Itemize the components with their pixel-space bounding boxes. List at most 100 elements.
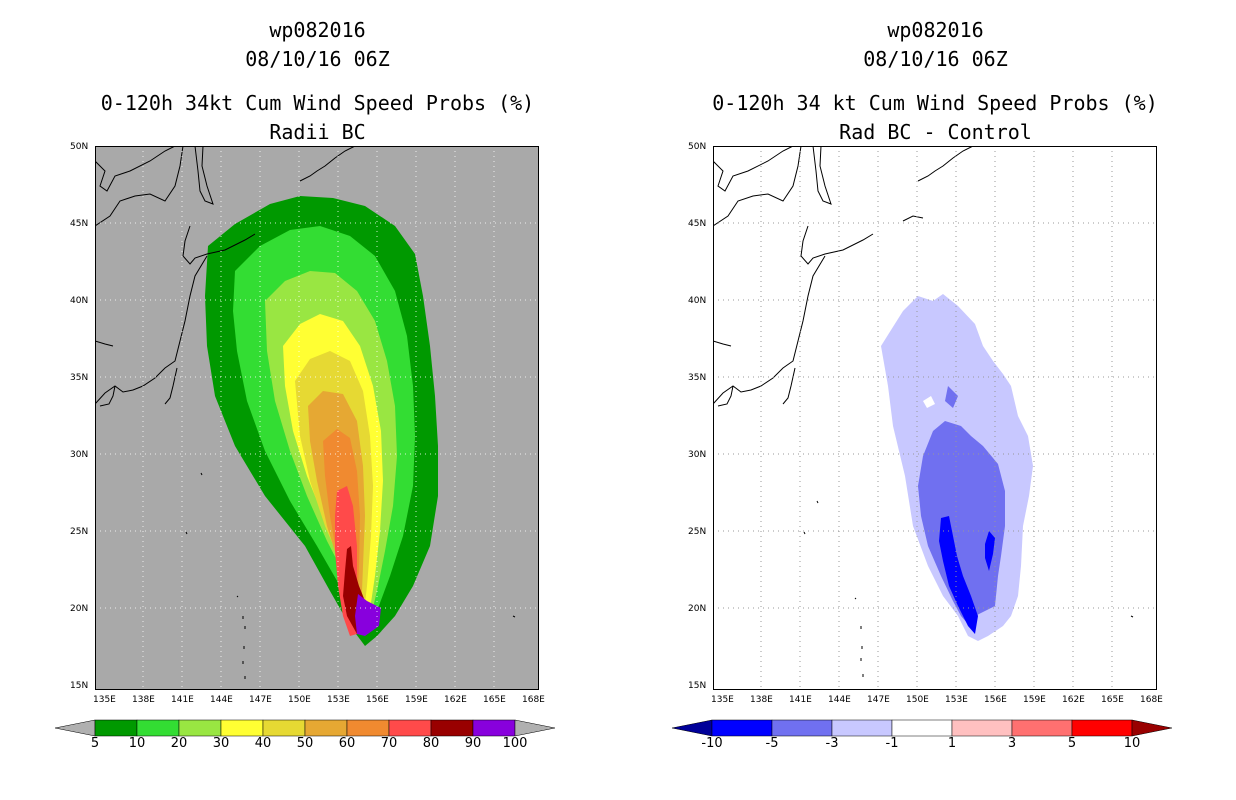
left-colorbar-segment-2 xyxy=(178,719,222,737)
right-title-line2: 08/10/16 06Z xyxy=(863,47,1008,71)
left-title-line4: Radii BC xyxy=(269,120,366,144)
right-colorbar-label-4: 1 xyxy=(947,736,957,751)
grid-lines xyxy=(713,146,1157,690)
left-lon-label-141E: 141E xyxy=(171,695,194,705)
left-lon-label-159E: 159E xyxy=(405,695,428,705)
right-colorbar-low-end xyxy=(672,719,713,737)
left-title-line1: wp082016 xyxy=(269,18,366,42)
right-lon-label-150E: 150E xyxy=(906,695,929,705)
left-colorbar-segment-6 xyxy=(346,719,390,737)
right-colorbar-segment-2 xyxy=(831,719,893,737)
islands xyxy=(185,472,516,679)
right-lon-label-138E: 138E xyxy=(750,695,773,705)
right-lon-label-162E: 162E xyxy=(1062,695,1085,705)
coastlines xyxy=(713,146,974,407)
left-lat-label-35N: 35N xyxy=(70,373,89,383)
right-lon-label-141E: 141E xyxy=(789,695,812,705)
map-frame xyxy=(95,146,539,690)
left-lon-label-147E: 147E xyxy=(249,695,272,705)
left-lon-label-153E: 153E xyxy=(327,695,350,705)
left-title-line2: 08/10/16 06Z xyxy=(245,47,390,71)
right-lon-label-153E: 153E xyxy=(945,695,968,705)
right-colorbar-high-end xyxy=(1131,719,1172,737)
left-lat-label-40N: 40N xyxy=(70,296,89,306)
diff-minus5-contour-2 xyxy=(985,531,995,571)
left-colorbar-label-10: 100 xyxy=(502,736,528,751)
left-colorbar-segment-4 xyxy=(262,719,306,737)
left-lon-label-162E: 162E xyxy=(444,695,467,705)
left-lon-label-150E: 150E xyxy=(288,695,311,705)
left-colorbar-label-4: 40 xyxy=(254,736,272,751)
right-title-line1: wp082016 xyxy=(887,18,984,42)
left-lon-label-135E: 135E xyxy=(93,695,116,705)
left-colorbar-label-5: 50 xyxy=(296,736,314,751)
left-lat-label-15N: 15N xyxy=(70,681,89,691)
right-colorbar-label-5: 3 xyxy=(1007,736,1017,751)
right-colorbar xyxy=(672,719,1172,737)
left-title-line3: 0-120h 34kt Cum Wind Speed Probs (%) xyxy=(100,91,535,115)
left-colorbar xyxy=(55,719,555,737)
right-lat-label-50N: 50N xyxy=(688,142,707,152)
left-lon-label-156E: 156E xyxy=(366,695,389,705)
right-lon-label-135E: 135E xyxy=(711,695,734,705)
right-lon-label-144E: 144E xyxy=(828,695,851,705)
right-lat-label-15N: 15N xyxy=(688,681,707,691)
left-colorbar-label-7: 70 xyxy=(380,736,398,751)
left-lon-label-165E: 165E xyxy=(483,695,506,705)
right-colorbar-segment-4 xyxy=(951,719,1013,737)
right-colorbar-segment-5 xyxy=(1011,719,1073,737)
prob-90-contour xyxy=(355,594,381,636)
left-colorbar-high-end xyxy=(514,719,555,737)
left-lat-label-30N: 30N xyxy=(70,450,89,460)
left-colorbar-segment-0 xyxy=(94,719,138,737)
right-lon-label-156E: 156E xyxy=(984,695,1007,705)
left-colorbar-label-0: 5 xyxy=(90,736,100,751)
map-frame xyxy=(713,146,1157,690)
left-lon-label-168E: 168E xyxy=(522,695,545,705)
left-colorbar-segment-7 xyxy=(388,719,432,737)
diff-minus3-contour xyxy=(918,421,1005,624)
left-map xyxy=(95,146,539,690)
left-colorbar-low-end xyxy=(55,719,96,737)
left-colorbar-label-6: 60 xyxy=(338,736,356,751)
grid-lines xyxy=(95,146,539,690)
right-lon-label-147E: 147E xyxy=(867,695,890,705)
left-colorbar-segment-9 xyxy=(472,719,516,737)
left-colorbar-segment-1 xyxy=(136,719,180,737)
islands xyxy=(803,500,1134,677)
right-colorbar-segment-3 xyxy=(891,719,953,737)
right-colorbar-label-0: -10 xyxy=(701,736,723,751)
left-lat-label-45N: 45N xyxy=(70,219,89,229)
right-lon-label-159E: 159E xyxy=(1023,695,1046,705)
diff-minus3-patch xyxy=(945,386,958,408)
left-lat-label-25N: 25N xyxy=(70,527,89,537)
right-colorbar-label-6: 5 xyxy=(1067,736,1077,751)
right-lat-label-30N: 30N xyxy=(688,450,707,460)
diff-white-hole xyxy=(923,396,935,408)
right-title-line3: 0-120h 34 kt Cum Wind Speed Probs (%) xyxy=(712,91,1158,115)
left-lat-label-20N: 20N xyxy=(70,604,89,614)
right-lat-label-45N: 45N xyxy=(688,219,707,229)
right-colorbar-label-1: -5 xyxy=(765,736,779,751)
right-map xyxy=(713,146,1157,690)
diff-minus5-contour xyxy=(939,516,978,634)
right-colorbar-segment-6 xyxy=(1071,719,1133,737)
right-lat-label-35N: 35N xyxy=(688,373,707,383)
right-colorbar-segment-0 xyxy=(711,719,773,737)
left-lon-label-138E: 138E xyxy=(132,695,155,705)
right-lat-label-40N: 40N xyxy=(688,296,707,306)
right-colorbar-label-7: 10 xyxy=(1123,736,1141,751)
right-colorbar-label-3: -1 xyxy=(885,736,899,751)
right-colorbar-segment-1 xyxy=(771,719,833,737)
left-lat-label-50N: 50N xyxy=(70,142,89,152)
right-lon-label-165E: 165E xyxy=(1101,695,1124,705)
right-lon-label-168E: 168E xyxy=(1140,695,1163,705)
left-colorbar-segment-3 xyxy=(220,719,264,737)
left-colorbar-label-3: 30 xyxy=(212,736,230,751)
left-lon-label-144E: 144E xyxy=(210,695,233,705)
left-colorbar-label-1: 10 xyxy=(128,736,146,751)
right-lat-label-25N: 25N xyxy=(688,527,707,537)
coastlines xyxy=(95,146,356,407)
left-colorbar-label-9: 90 xyxy=(464,736,482,751)
left-colorbar-label-2: 20 xyxy=(170,736,188,751)
